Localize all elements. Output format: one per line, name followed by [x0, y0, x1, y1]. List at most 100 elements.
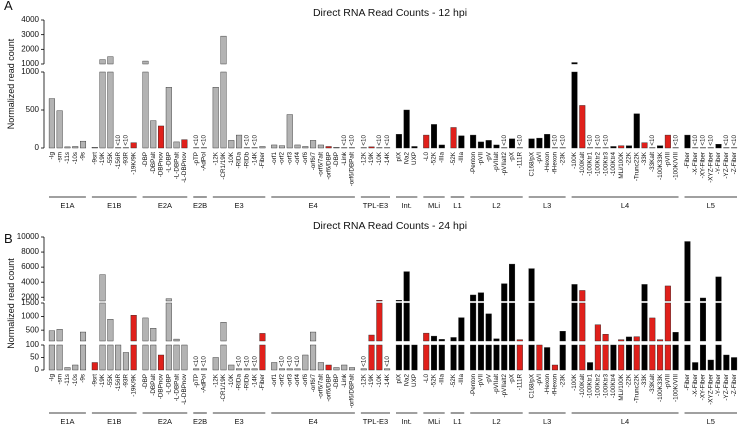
- bar: [411, 146, 418, 149]
- x-tick-label: -IIIa: [438, 374, 445, 385]
- bar: [579, 105, 586, 149]
- bar: [122, 352, 129, 371]
- x-tick-label: -100K: [571, 373, 578, 391]
- value-label: <10: [552, 134, 559, 145]
- x-tick-label: -fHexon: [552, 152, 559, 175]
- bar: [294, 144, 301, 149]
- x-tick-label: -orf2: [279, 152, 286, 165]
- bar: [579, 302, 586, 342]
- x-tick-label: -orf6/DBPalt: [349, 152, 356, 187]
- bar: [672, 332, 679, 342]
- bar: [485, 140, 492, 149]
- bar: [99, 344, 106, 371]
- bar: [633, 113, 640, 149]
- group-label: E2B: [193, 417, 207, 426]
- bar: [423, 344, 430, 371]
- x-tick-label: -100Ktr2: [595, 152, 602, 177]
- x-tick-label: -33K: [641, 373, 648, 387]
- x-tick-label: -sm: [56, 374, 63, 385]
- x-tick-label: -100Ktr1: [587, 374, 594, 399]
- x-tick-label: -100Ktr3: [602, 152, 609, 177]
- x-tick-label: -orf3: [286, 374, 293, 387]
- bar: [165, 298, 172, 302]
- bar: [286, 368, 293, 371]
- bar: [348, 367, 355, 371]
- bar: [571, 302, 578, 342]
- bar: [173, 344, 180, 371]
- bar: [641, 284, 648, 302]
- bar: [571, 71, 578, 149]
- bar: [317, 362, 324, 371]
- bar: [657, 344, 664, 371]
- bar: [286, 114, 293, 149]
- bar: [142, 344, 149, 371]
- chart-title: Direct RNA Read Counts - 12 hpi: [313, 7, 467, 19]
- bar: [259, 333, 266, 342]
- bar: [536, 344, 543, 371]
- bar: [477, 302, 484, 342]
- bar: [130, 142, 137, 149]
- x-tick-label: -156R: [115, 152, 122, 170]
- x-tick-label: -10s: [72, 152, 79, 164]
- bar: [271, 362, 278, 371]
- value-label: <10: [251, 356, 258, 367]
- x-tick-label: -orf6/7: [310, 152, 317, 171]
- x-tick-label: -Y-Fiber: [715, 152, 722, 174]
- bar: [423, 134, 430, 149]
- value-label: <10: [236, 356, 243, 367]
- value-label: <10: [384, 134, 391, 145]
- x-tick-label: -L-DBPalt: [173, 374, 180, 402]
- bar: [403, 271, 410, 302]
- bar: [610, 146, 617, 149]
- x-tick-label: -12K: [360, 151, 367, 165]
- x-tick-label: -100K/VIII: [672, 152, 679, 180]
- bar: [158, 125, 165, 149]
- bar: [618, 339, 625, 342]
- bar: [193, 368, 200, 371]
- bar: [130, 315, 137, 342]
- bar: [707, 359, 714, 371]
- bar: [657, 145, 664, 149]
- x-tick-label: -100Ktr1: [587, 152, 594, 177]
- bar: [618, 344, 625, 371]
- x-tick-label: -52K: [431, 373, 438, 387]
- bar: [458, 135, 465, 149]
- x-tick-label: -19K: [99, 151, 106, 165]
- bar: [664, 134, 671, 149]
- x-tick-label: -12K: [212, 373, 219, 387]
- bar: [516, 344, 523, 371]
- bar: [536, 137, 543, 149]
- group-label: E1B: [107, 201, 121, 210]
- bar: [91, 147, 98, 149]
- bar: [715, 344, 722, 371]
- bar: [594, 324, 601, 342]
- bar: [368, 334, 375, 342]
- x-tick-label: -Z-Fiber: [731, 152, 738, 174]
- x-tick-label: -23K: [559, 151, 566, 165]
- x-tick-label: -DBPalt: [150, 374, 157, 396]
- bar: [594, 344, 601, 371]
- x-tick-label: -9srt: [91, 152, 98, 165]
- x-tick-label: -orf6/DBP: [325, 374, 332, 402]
- bar: [509, 263, 516, 302]
- x-tick-label: -L-DBPnov: [181, 151, 188, 183]
- x-tick-label: -100K/VIII: [672, 374, 679, 402]
- bar: [302, 354, 309, 371]
- x-tick-label: -9srt: [91, 374, 98, 387]
- bar: [625, 145, 632, 149]
- bar: [633, 336, 640, 342]
- bar: [411, 344, 418, 371]
- x-tick-label: -AdPol: [201, 152, 208, 171]
- x-tick-label: -CR1/19K: [220, 373, 227, 401]
- bar: [173, 141, 180, 149]
- value-label: <10: [193, 356, 200, 367]
- group-label: E3: [234, 417, 243, 426]
- x-tick-label: -Y-Fiber: [715, 374, 722, 396]
- y-tick-label: 1000: [21, 67, 39, 76]
- x-tick-label: MLi/100K: [618, 151, 625, 178]
- bar: [485, 344, 492, 371]
- x-tick-label: -14K: [251, 151, 258, 165]
- bar: [544, 347, 551, 371]
- bar: [368, 146, 375, 149]
- bar: [610, 344, 617, 371]
